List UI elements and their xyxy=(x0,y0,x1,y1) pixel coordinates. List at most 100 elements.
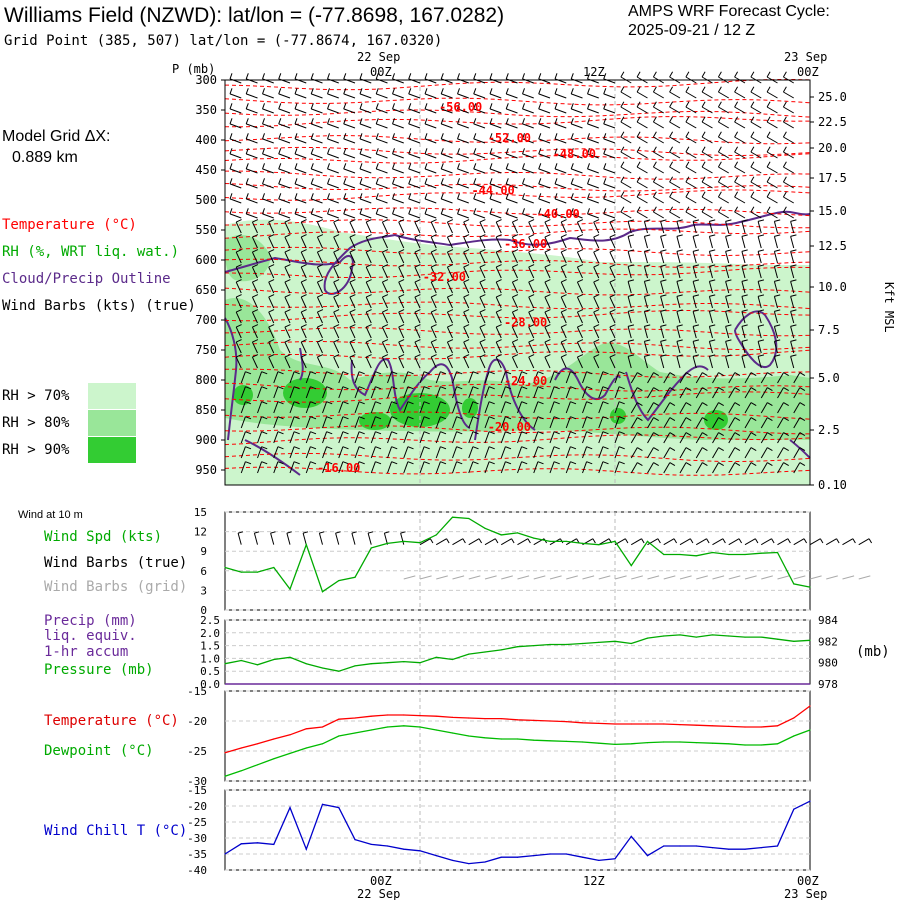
wind-barb xyxy=(500,416,512,429)
wind-barb-staff xyxy=(489,198,502,204)
wind-barb-staff xyxy=(294,183,307,189)
wind-barb xyxy=(284,324,291,339)
wind-barb-feather xyxy=(261,446,268,450)
grid-wind-barb-staff xyxy=(419,575,432,580)
wind-barb-feather xyxy=(252,324,259,328)
wind-barb-staff xyxy=(544,236,551,249)
wind-barb-staff xyxy=(603,168,616,174)
wind-barb xyxy=(387,401,398,414)
wind-barb-staff xyxy=(643,311,648,324)
temperature-point xyxy=(500,718,502,720)
wind-barb-feather xyxy=(570,163,574,170)
true-wind-barb-staff xyxy=(728,538,740,546)
wind-barb-feather xyxy=(229,178,233,185)
true-wind-barb-staff xyxy=(400,532,405,545)
wind-barb xyxy=(708,309,716,324)
wind-barb xyxy=(359,178,372,189)
wind-barb-feather xyxy=(709,234,716,237)
wind-barb xyxy=(760,447,773,459)
pressure-tick-label: 600 xyxy=(195,253,217,267)
wind-speed-point xyxy=(468,517,470,520)
wind-barb xyxy=(782,131,795,144)
wind-barb-staff xyxy=(609,326,616,339)
wind-barb xyxy=(338,401,349,414)
wind-barb-staff xyxy=(718,106,730,114)
wind-barb-staff xyxy=(587,123,599,129)
wind-barb xyxy=(593,279,600,294)
pressure-point xyxy=(516,646,519,648)
wind-barb-feather xyxy=(750,417,757,422)
wind-barb xyxy=(609,294,616,309)
wind-barb xyxy=(463,339,470,354)
wind-barb-staff xyxy=(424,168,437,174)
wind-barb-feather xyxy=(586,401,593,405)
wind-barb xyxy=(533,446,544,459)
bottom-date-left: 22 Sep xyxy=(357,887,400,900)
wind-barb-feather xyxy=(644,279,651,282)
wind-barb xyxy=(375,178,388,189)
wind-barb-staff xyxy=(343,153,356,159)
wind-barb-feather xyxy=(235,294,242,298)
wind-barb xyxy=(647,462,659,474)
wind-barb-staff xyxy=(398,356,405,369)
wind-barb-feather xyxy=(343,88,347,95)
wind-barb-staff xyxy=(457,198,469,204)
wind-barb xyxy=(701,161,713,174)
wind-barb-feather xyxy=(317,279,324,283)
wind-barb xyxy=(495,294,502,309)
wind-barb-feather xyxy=(245,208,249,215)
wind-barb xyxy=(593,354,600,369)
wind-barb xyxy=(235,354,242,369)
wind-barb xyxy=(609,324,616,339)
windchill-point xyxy=(549,853,551,855)
wind-barb xyxy=(717,101,730,114)
wind-10m-label: Wind at 10 m xyxy=(18,509,83,521)
wind-barb xyxy=(359,193,372,204)
wind-barb-feather xyxy=(310,163,314,170)
wind-barb-staff xyxy=(636,151,648,159)
wind-barb-staff xyxy=(538,168,551,174)
wind-barb xyxy=(692,294,700,309)
wind-barb-feather xyxy=(407,386,414,390)
dewpoint-point xyxy=(516,738,519,740)
wind-tick-label: 0 xyxy=(200,604,207,617)
true-wind-barb-feather xyxy=(852,538,856,544)
wind-barb-staff xyxy=(603,198,616,204)
wind-barb-staff xyxy=(663,447,671,459)
wind-barb-staff xyxy=(544,221,551,234)
wind-barb-feather xyxy=(603,73,607,80)
chart-title: Williams Field (NZWD): lat/lon = (-77.86… xyxy=(4,4,505,27)
wind-barb-staff xyxy=(587,108,599,114)
wind-barb-feather xyxy=(528,324,535,328)
wind-barb-staff xyxy=(728,432,736,444)
wind-barb-staff xyxy=(766,151,778,159)
wind-barb-feather xyxy=(709,354,716,357)
wind-barb-staff xyxy=(354,446,360,459)
wind-barb-staff xyxy=(663,417,671,429)
wind-barb-feather xyxy=(310,118,314,125)
wind-barb-staff xyxy=(571,198,583,204)
wind-barb-feather xyxy=(725,294,732,297)
wind-barb xyxy=(528,234,535,249)
wind-barb-staff xyxy=(381,341,388,354)
grid-wind-barb-staff xyxy=(582,575,595,580)
wind-barb-feather xyxy=(358,461,365,465)
wind-barb-feather xyxy=(570,446,577,450)
windchill-point xyxy=(386,845,389,847)
precip-pressure-frame xyxy=(224,619,811,685)
wind-barb-feather xyxy=(544,249,551,253)
wind-barb xyxy=(262,133,274,144)
wind-barb-feather xyxy=(408,178,412,185)
wind-barb xyxy=(598,461,609,474)
dewpoint-point xyxy=(695,742,697,744)
wind-barb-feather xyxy=(767,387,773,392)
wind-barb-feather xyxy=(317,249,324,253)
wind-barb xyxy=(310,193,323,204)
true-wind-barb-staff xyxy=(383,532,388,545)
wind-barb xyxy=(744,417,757,429)
wind-barb xyxy=(495,249,502,264)
wind-barb xyxy=(338,431,349,444)
wind-barb xyxy=(284,264,291,279)
wind-barb-staff xyxy=(643,356,648,369)
wind-barb-staff xyxy=(712,372,719,384)
